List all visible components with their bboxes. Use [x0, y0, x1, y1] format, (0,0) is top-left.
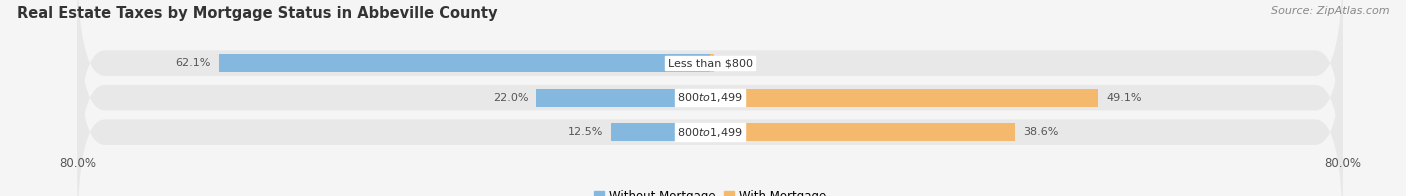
Text: $800 to $1,499: $800 to $1,499	[678, 91, 742, 104]
Bar	[710, 123, 1015, 141]
Text: 22.0%: 22.0%	[492, 93, 529, 103]
Bar	[710, 89, 1098, 107]
Legend: Without Mortgage, With Mortgage: Without Mortgage, With Mortgage	[589, 185, 831, 196]
Text: 12.5%: 12.5%	[568, 127, 603, 137]
Text: 38.6%: 38.6%	[1024, 127, 1059, 137]
Text: Source: ZipAtlas.com: Source: ZipAtlas.com	[1271, 6, 1389, 16]
Bar	[612, 123, 710, 141]
Text: 49.1%: 49.1%	[1107, 93, 1142, 103]
Text: $800 to $1,499: $800 to $1,499	[678, 126, 742, 139]
FancyBboxPatch shape	[77, 0, 1343, 196]
Text: Less than $800: Less than $800	[668, 58, 752, 68]
Text: Real Estate Taxes by Mortgage Status in Abbeville County: Real Estate Taxes by Mortgage Status in …	[17, 6, 498, 21]
Bar	[219, 54, 710, 72]
Bar	[536, 89, 710, 107]
FancyBboxPatch shape	[77, 24, 1343, 196]
Text: 62.1%: 62.1%	[176, 58, 211, 68]
Text: 0.45%: 0.45%	[721, 58, 756, 68]
FancyBboxPatch shape	[77, 0, 1343, 171]
Bar	[710, 54, 714, 72]
